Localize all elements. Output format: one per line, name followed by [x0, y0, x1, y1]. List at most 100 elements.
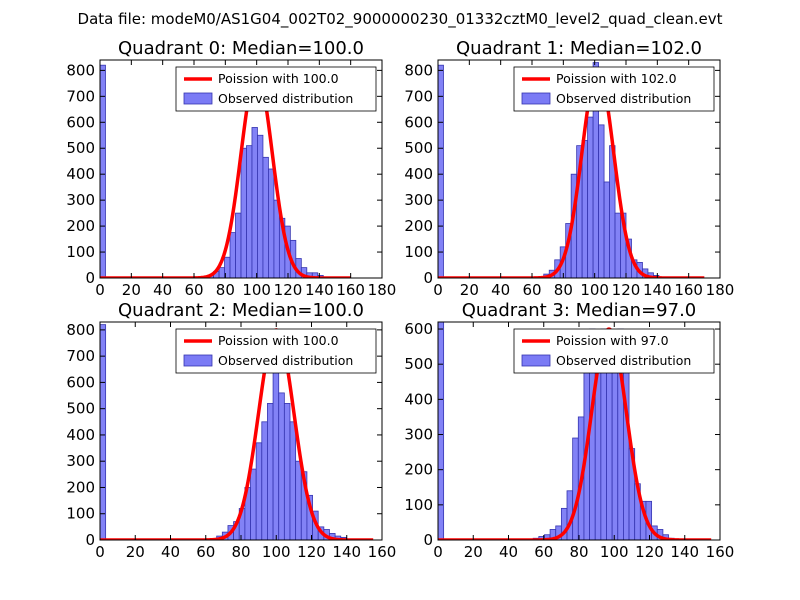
bars-group — [438, 322, 675, 540]
x-tick-label: 20 — [460, 281, 479, 299]
legend-poisson-label: Poission with 100.0 — [218, 71, 339, 86]
legend-poisson-label: Poission with 102.0 — [556, 71, 677, 86]
legend: Poission with 102.0 Observed distribution — [513, 66, 715, 112]
x-tick-label: 60 — [196, 543, 215, 561]
y-tick-label: 600 — [66, 113, 95, 131]
x-tick-label: 40 — [491, 281, 510, 299]
y-tick-label: 700 — [404, 87, 433, 105]
histogram-bar — [289, 421, 297, 540]
bars-group — [438, 62, 660, 278]
panel-title: Quadrant 2: Median=100.0 — [118, 300, 364, 321]
y-tick-label: 700 — [66, 347, 95, 365]
legend: Poission with 100.0 Observed distribution — [175, 66, 377, 112]
x-tick-label: 140 — [670, 543, 699, 561]
x-tick-label: 40 — [499, 543, 518, 561]
panel-title: Quadrant 1: Median=102.0 — [456, 38, 702, 59]
histogram-bar — [623, 353, 630, 540]
y-tick-label: 300 — [66, 191, 95, 209]
y-tick-label: 800 — [404, 61, 433, 79]
y-tick-label: 200 — [66, 217, 95, 235]
x-tick-label: 60 — [184, 281, 203, 299]
y-tick-label: 700 — [66, 87, 95, 105]
x-tick-label: 140 — [643, 281, 672, 299]
y-tick-label: 500 — [66, 139, 95, 157]
legend: Poission with 100.0 Observed distribution — [175, 328, 377, 374]
y-tick-label: 600 — [404, 320, 433, 338]
histogram-bar — [257, 134, 264, 278]
histogram-bar — [587, 116, 594, 278]
axes-frame — [437, 59, 721, 279]
histogram-bar — [235, 212, 242, 278]
legend-observed-label: Observed distribution — [218, 91, 353, 106]
histogram-bar — [438, 322, 445, 540]
y-tick-label: 100 — [404, 243, 433, 261]
poisson-curve — [100, 71, 352, 278]
y-tick-label: 100 — [66, 243, 95, 261]
poisson-curve — [100, 328, 375, 540]
y-tick-label: 800 — [66, 61, 95, 79]
legend-poisson-label: Poission with 97.0 — [556, 333, 669, 348]
histogram-bar — [611, 356, 619, 540]
y-tick-label: 300 — [404, 426, 433, 444]
y-tick-label: 600 — [404, 113, 433, 131]
y-tick-label: 200 — [404, 461, 433, 479]
x-tick-label: 80 — [554, 281, 573, 299]
x-tick-label: 80 — [216, 281, 235, 299]
panel-quadrant-0: Quadrant 0: Median=100.00 20 40 60 80 100 120 1… — [66, 38, 396, 299]
histogram-bar — [438, 64, 444, 278]
legend-observed-swatch — [183, 354, 213, 367]
x-tick-label: 100 — [580, 281, 609, 299]
y-tick-label: 300 — [66, 452, 95, 470]
histogram-bar — [246, 145, 253, 278]
histogram-bar — [295, 460, 302, 540]
x-tick-label: 0 — [95, 281, 105, 299]
panel-title: Quadrant 3: Median=97.0 — [462, 300, 697, 321]
x-tick-label: 80 — [231, 543, 250, 561]
legend-observed-swatch — [183, 92, 213, 105]
y-tick-label: 800 — [66, 321, 95, 339]
x-tick-label: 160 — [368, 543, 397, 561]
histogram-bar — [572, 437, 579, 540]
legend-observed-label: Observed distribution — [218, 353, 353, 368]
histogram-bar — [267, 403, 274, 540]
x-tick-label: 120 — [274, 281, 303, 299]
histogram-bar — [283, 403, 291, 540]
histogram-bar — [262, 156, 269, 278]
histogram-bar — [261, 421, 268, 540]
histogram-bar — [278, 392, 285, 540]
x-tick-label: 100 — [242, 281, 271, 299]
legend: Poission with 97.0 Observed distribution — [513, 328, 715, 374]
legend-observed-swatch — [521, 92, 551, 105]
y-tick-label: 0 — [85, 531, 95, 549]
histogram-bar — [268, 168, 275, 278]
panel-quadrant-3: Quadrant 3: Median=97.0 0 20 40 60 80 100 120 14… — [404, 300, 734, 561]
y-tick-label: 400 — [66, 426, 95, 444]
x-tick-label: 160 — [706, 543, 735, 561]
x-tick-label: 140 — [305, 281, 334, 299]
x-tick-label: 80 — [569, 543, 588, 561]
y-tick-label: 0 — [423, 269, 433, 287]
histogram-bar — [250, 468, 257, 540]
x-tick-label: 40 — [153, 281, 172, 299]
legend-observed-label: Observed distribution — [556, 353, 691, 368]
legend-poisson-label: Poission with 100.0 — [218, 333, 339, 348]
histogram-bar — [100, 64, 106, 278]
y-tick-label: 600 — [66, 373, 95, 391]
x-tick-label: 60 — [534, 543, 553, 561]
legend-observed-swatch — [521, 354, 551, 367]
histogram-bar — [251, 127, 258, 278]
poisson-curve — [438, 327, 713, 540]
histogram-bar — [229, 232, 236, 278]
histogram-bar — [603, 181, 610, 278]
x-tick-label: 20 — [464, 543, 483, 561]
y-tick-label: 500 — [66, 400, 95, 418]
y-tick-label: 400 — [404, 165, 433, 183]
x-tick-label: 160 — [336, 281, 365, 299]
y-tick-label: 0 — [85, 269, 95, 287]
histogram-bar — [581, 140, 589, 278]
x-tick-label: 120 — [612, 281, 641, 299]
y-tick-label: 300 — [404, 191, 433, 209]
histogram-bar — [272, 355, 280, 540]
panel-quadrant-1: Quadrant 1: Median=102.00 20 40 60 80 100 120 1… — [404, 38, 734, 299]
